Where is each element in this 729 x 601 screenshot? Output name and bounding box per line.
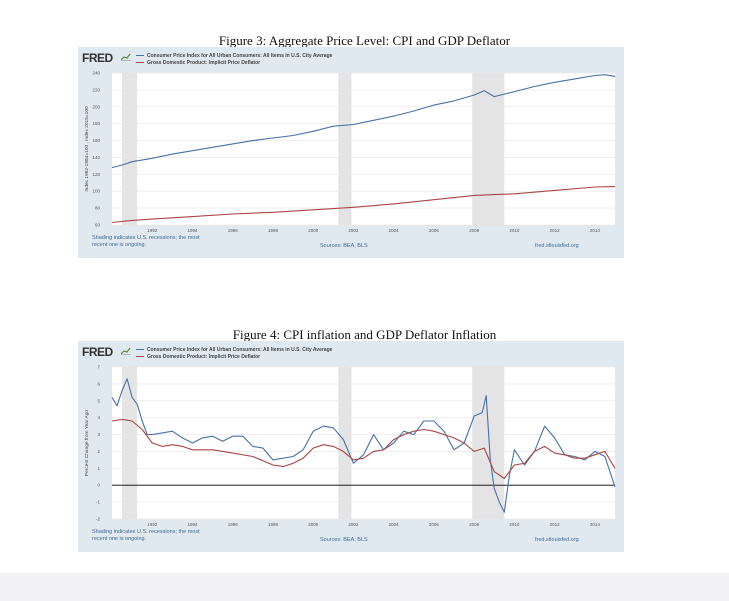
y-tick-label: 5 (97, 398, 100, 403)
x-tick-label: 2004 (389, 522, 400, 527)
recession-band (338, 73, 352, 225)
x-tick-label: 2010 (509, 228, 520, 233)
x-tick-label: 1996 (228, 522, 239, 527)
fred-logo: FRED (82, 51, 113, 65)
x-tick-label: 1994 (187, 228, 198, 233)
y-axis-label: Percent Change from Year Ago (84, 410, 90, 476)
figure-3-chart: 60 80 100 120 140 160 180 200 220 240 1992 1994 1996… (84, 71, 616, 233)
fred-logo: FRED (82, 345, 113, 359)
y-tick-label: 240 (92, 71, 100, 76)
x-tick-label: 1998 (268, 228, 279, 233)
y-tick-label: 7 (97, 365, 100, 370)
x-tick-label: 1996 (228, 228, 239, 233)
legend-item-cpi: Consumer Price Index for All Urban Consu… (136, 347, 332, 353)
legend-item-gdp: Gross Domestic Product: Implicit Price D… (136, 60, 260, 66)
x-tick-label: 2002 (348, 228, 359, 233)
y-tick-label: 2 (97, 449, 100, 454)
legend-label-gdp: Gross Domestic Product: Implicit Price D… (147, 354, 261, 360)
x-tick-label: 1992 (147, 228, 158, 233)
figure-4-title: Figure 4: CPI inflation and GDP Deflator… (232, 327, 497, 342)
recession-note-line-1: Shading indicates U.S. recessions; the m… (92, 529, 200, 535)
x-tick-label: 2000 (308, 228, 319, 233)
sources-note: Sources: BEA, BLS (320, 243, 368, 249)
y-tick-label: 120 (92, 172, 100, 177)
legend-label-cpi: Consumer Price Index for All Urban Consu… (147, 53, 333, 59)
y-tick-label: 220 (92, 87, 100, 92)
cpi-series-line (111, 378, 616, 513)
x-tick-label: 2012 (550, 228, 561, 233)
x-tick-label: 2014 (590, 522, 601, 527)
legend-swatch-gdp (136, 62, 144, 64)
plot-area (112, 73, 615, 225)
plot-area (112, 367, 615, 519)
y-tick-label: -2 (96, 517, 100, 522)
sources-note: Sources: BEA, BLS (320, 537, 368, 543)
figure-4-chart: -2 -1 0 1 2 3 4 5 6 7 1992 1994 1996 1998 2000 2002 2004… (84, 365, 616, 527)
y-tick-label: 140 (92, 155, 100, 160)
y-tick-label: 0 (97, 483, 100, 488)
y-tick-label: 80 (95, 206, 101, 211)
y-tick-label: -1 (96, 500, 100, 505)
legend-item-cpi: Consumer Price Index for All Urban Consu… (136, 53, 332, 59)
legend-swatch-gdp (136, 356, 144, 358)
x-tick-label: 2006 (429, 522, 440, 527)
bottom-bar (0, 573, 729, 601)
x-tick-label: 2012 (550, 522, 561, 527)
x-tick-label: 2014 (590, 228, 601, 233)
fred-chart-icon (121, 53, 131, 61)
legend-swatch-cpi (136, 349, 144, 351)
fred-url[interactable]: fred.stlouisfed.org (535, 243, 579, 249)
legend-label-gdp: Gross Domestic Product: Implicit Price D… (147, 60, 261, 66)
gdp-deflator-series-line (111, 418, 616, 480)
gdp-deflator-series-line (111, 186, 616, 224)
legend-label-cpi: Consumer Price Index for All Urban Consu… (147, 347, 333, 353)
y-tick-label: 1 (97, 466, 100, 471)
figure-3-panel: FRED Consumer Price Index for All Urban … (78, 47, 624, 258)
x-tick-label: 1998 (268, 522, 279, 527)
x-tick-label: 2004 (389, 228, 400, 233)
y-tick-label: 3 (97, 432, 100, 437)
x-tick-label: 2010 (509, 522, 520, 527)
recession-note-line-2: recent one is ongoing. (92, 536, 147, 542)
y-tick-label: 100 (92, 189, 100, 194)
x-tick-label: 2000 (308, 522, 319, 527)
recession-band (472, 367, 505, 519)
fred-url[interactable]: fred.stlouisfed.org (535, 537, 579, 543)
figure-4-panel: FRED Consumer Price Index for All Urban … (78, 341, 624, 552)
y-tick-label: 160 (92, 138, 100, 143)
y-tick-label: 60 (95, 223, 101, 228)
y-tick-label: 4 (97, 415, 100, 420)
y-tick-label: 6 (97, 381, 100, 386)
recession-note-line-2: recent one is ongoing. (92, 242, 147, 248)
legend-item-gdp: Gross Domestic Product: Implicit Price D… (136, 354, 260, 360)
y-tick-label: 200 (92, 104, 100, 109)
x-tick-label: 1994 (187, 522, 198, 527)
recession-band (122, 73, 138, 225)
recession-band (122, 367, 138, 519)
cpi-series-line (111, 74, 616, 169)
figure-3-title: Figure 3: Aggregate Price Level: CPI and… (218, 33, 511, 48)
y-tick-label: 180 (92, 121, 100, 126)
x-tick-label: 2002 (348, 522, 359, 527)
y-axis-label: Index 1982-1984=100 , Index 2015=100 (84, 106, 90, 192)
fred-chart-icon (121, 347, 131, 355)
recession-note-line-1: Shading indicates U.S. recessions; the m… (92, 235, 200, 241)
x-tick-label: 1992 (147, 522, 158, 527)
x-tick-label: 2008 (469, 522, 480, 527)
legend-swatch-cpi (136, 55, 144, 57)
x-tick-label: 2006 (429, 228, 440, 233)
x-tick-label: 2008 (469, 228, 480, 233)
recession-band (472, 73, 505, 225)
